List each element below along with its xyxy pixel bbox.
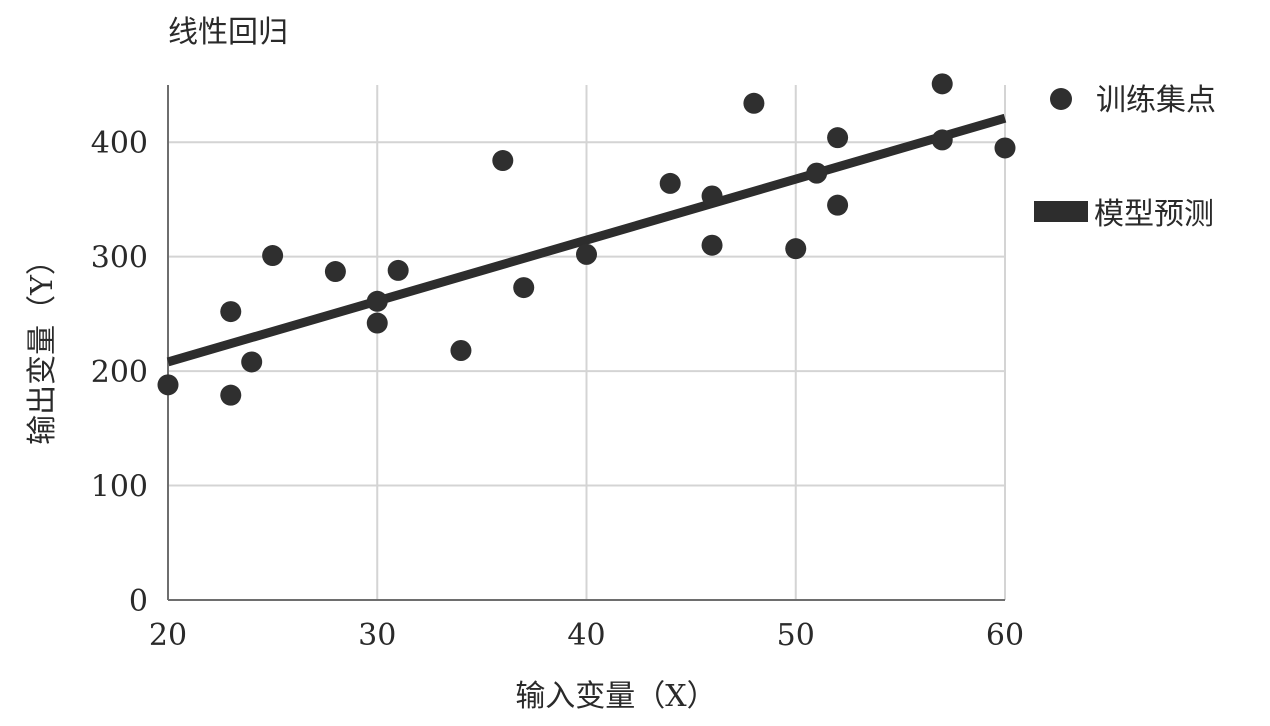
training-point xyxy=(241,351,263,373)
training-point xyxy=(513,277,535,299)
training-point xyxy=(827,194,849,216)
legend-label-model-prediction: 模型预测 xyxy=(1094,197,1214,232)
x-tick-label: 50 xyxy=(777,618,815,653)
model-prediction-line xyxy=(166,113,1007,367)
y-tick-label: 0 xyxy=(129,584,148,619)
y-tick-label: 400 xyxy=(91,126,148,161)
x-tick-label: 40 xyxy=(567,618,605,653)
legend-marker-training-points xyxy=(1050,88,1072,110)
y-axis-label: 输出变量（Y） xyxy=(25,245,60,445)
training-point xyxy=(220,384,242,406)
legend-label-training-points: 训练集点 xyxy=(1096,83,1216,118)
training-point xyxy=(931,129,953,151)
x-axis-label: 输入变量（X） xyxy=(515,679,716,714)
legend-marker-model-prediction xyxy=(1034,201,1088,222)
y-tick-label: 200 xyxy=(91,355,148,390)
training-point xyxy=(931,73,953,95)
training-point xyxy=(576,243,597,265)
axes xyxy=(167,85,1005,601)
grid xyxy=(167,85,1006,600)
y-tick-label: 100 xyxy=(91,470,148,505)
training-point xyxy=(492,150,514,172)
x-tick-labels: 20 30 40 50 60 xyxy=(149,618,1024,653)
training-point xyxy=(806,162,828,184)
x-tick-label: 30 xyxy=(358,618,396,653)
training-point xyxy=(387,259,409,281)
legend: 训练集点 模型预测 xyxy=(1034,83,1216,232)
training-point xyxy=(785,238,807,260)
training-point xyxy=(220,301,242,323)
training-point xyxy=(157,374,179,396)
chart-title: 线性回归 xyxy=(168,15,288,50)
x-tick-label: 20 xyxy=(149,618,187,653)
training-point xyxy=(324,261,346,283)
training-point xyxy=(366,312,388,334)
y-tick-labels: 0 100 200 300 400 xyxy=(91,126,148,619)
training-point xyxy=(827,127,849,149)
y-tick-label: 300 xyxy=(91,241,148,276)
training-point xyxy=(262,245,284,267)
x-tick-label: 60 xyxy=(986,618,1024,653)
training-point xyxy=(366,290,388,312)
training-point xyxy=(701,185,723,207)
training-point xyxy=(659,172,681,194)
scatter-points xyxy=(157,73,1016,406)
training-point xyxy=(450,340,472,362)
training-point xyxy=(743,92,765,114)
training-point xyxy=(994,137,1016,159)
fit-line-layer xyxy=(166,113,1007,367)
training-point xyxy=(701,234,723,256)
